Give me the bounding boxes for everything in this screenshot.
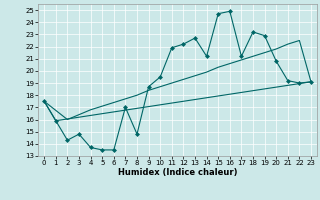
X-axis label: Humidex (Indice chaleur): Humidex (Indice chaleur)	[118, 168, 237, 177]
